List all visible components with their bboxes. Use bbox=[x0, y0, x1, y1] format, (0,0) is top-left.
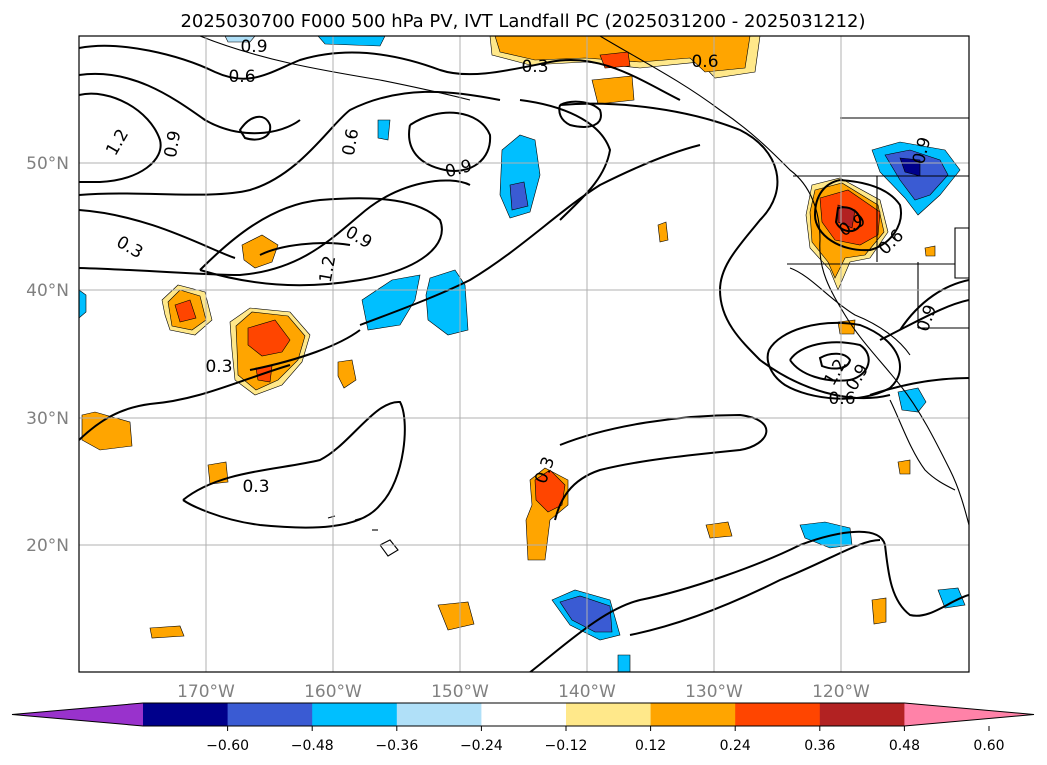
lon-tick-label: 160°W bbox=[304, 682, 362, 702]
contour-label: 0.3 bbox=[242, 477, 269, 497]
contour-label: 0.6 bbox=[228, 67, 255, 87]
contour-label: 0.3 bbox=[521, 57, 548, 77]
lon-labels: 170°W 160°W 150°W 140°W 130°W 120°W bbox=[177, 682, 870, 702]
contour-label: 0.9 bbox=[240, 37, 267, 57]
lat-tick-label: 50°N bbox=[26, 154, 69, 174]
figure-title: 2025030700 F000 500 hPa PV, IVT Landfall… bbox=[180, 11, 865, 32]
colorbar-extend-max bbox=[904, 703, 1034, 726]
lon-tick-label: 150°W bbox=[431, 682, 489, 702]
colorbar-segment bbox=[396, 703, 482, 726]
lat-tick-label: 20°N bbox=[26, 536, 69, 556]
colorbar: −0.60 −0.48 −0.36 −0.24 −0.12 0.12 0.24 0.36 0.4… bbox=[11, 702, 1035, 754]
contour-label: 0.6 bbox=[691, 52, 718, 72]
shaded-anomalies bbox=[79, 36, 966, 672]
contour-label: 0.6 bbox=[828, 389, 855, 409]
lon-tick-label: 170°W bbox=[177, 682, 235, 702]
colorbar-segment bbox=[650, 703, 736, 726]
colorbar-segment bbox=[819, 703, 905, 726]
colorbar-segment bbox=[481, 703, 567, 726]
lat-tick-label: 40°N bbox=[26, 281, 69, 301]
colorbar-tick-label: 0.48 bbox=[889, 738, 920, 754]
colorbar-tick-label: 0.12 bbox=[635, 738, 666, 754]
colorbar-tick-label: 0.24 bbox=[720, 738, 751, 754]
colorbar-tick-label: 0.60 bbox=[973, 738, 1004, 754]
contour-label: 0.9 bbox=[161, 129, 185, 159]
lon-tick-label: 130°W bbox=[685, 682, 743, 702]
colorbar-tick-label: −0.48 bbox=[291, 738, 334, 754]
coastlines bbox=[199, 36, 969, 557]
colorbar-tick-label: −0.36 bbox=[375, 738, 418, 754]
lat-labels: 50°N 40°N 30°N 20°N bbox=[26, 154, 69, 556]
contour-label: 0.3 bbox=[205, 357, 232, 377]
contour-label: 0.6 bbox=[339, 127, 363, 157]
colorbar-outline bbox=[11, 702, 1035, 727]
colorbar-extend-min bbox=[12, 703, 143, 726]
colorbar-tick-label: −0.12 bbox=[545, 738, 588, 754]
map-frame bbox=[78, 35, 970, 673]
contour-labels: 0.9 0.6 0.3 0.6 1.2 0.9 0.6 0.9 0.3 0.9 … bbox=[102, 37, 941, 497]
map-panel: 0.9 0.6 0.3 0.6 1.2 0.9 0.6 0.9 0.3 0.9 … bbox=[78, 35, 970, 673]
lat-tick-label: 30°N bbox=[26, 409, 69, 429]
colorbar-tick-label: 0.36 bbox=[804, 738, 835, 754]
colorbar-segment bbox=[312, 703, 398, 726]
colorbar-segment bbox=[735, 703, 821, 726]
colorbar-tick-label: −0.60 bbox=[206, 738, 249, 754]
colorbar-segment bbox=[566, 703, 652, 726]
colorbar-segment bbox=[227, 703, 313, 726]
colorbar-tick-label: −0.24 bbox=[460, 738, 503, 754]
lon-tick-label: 140°W bbox=[558, 682, 616, 702]
contour-label: 1.2 bbox=[316, 254, 340, 284]
lon-tick-label: 120°W bbox=[812, 682, 870, 702]
gridlines bbox=[79, 36, 969, 672]
pv-contours bbox=[79, 44, 969, 672]
colorbar-segment bbox=[143, 703, 229, 726]
